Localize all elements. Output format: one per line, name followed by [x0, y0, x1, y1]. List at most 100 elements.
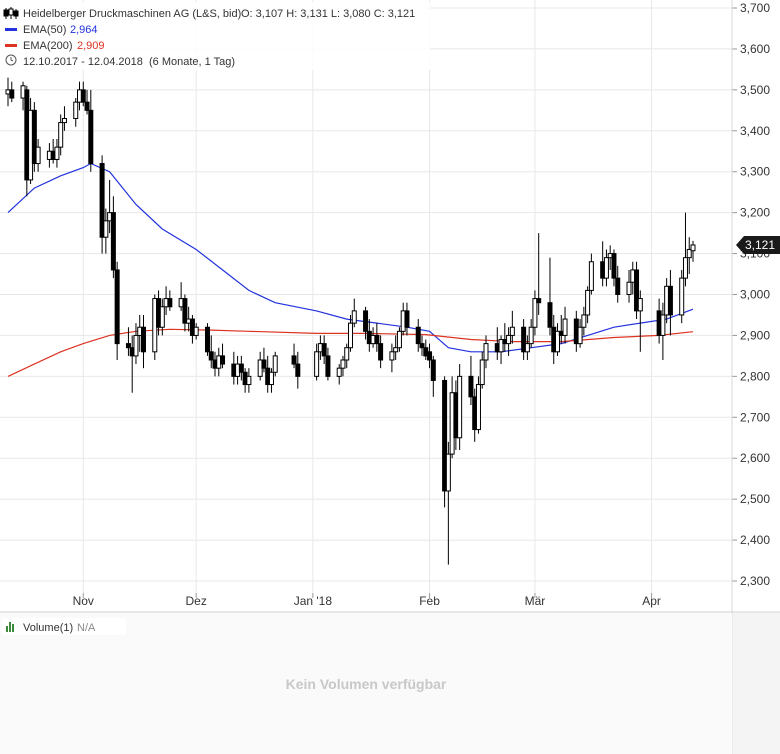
legend-ema200-label: EMA(200) [23, 40, 73, 52]
candle [31, 102, 37, 172]
x-tick-label: Jan '18 [294, 594, 333, 608]
candle [9, 81, 15, 103]
candle [133, 323, 139, 365]
candle [58, 114, 64, 156]
candle-body [295, 363, 301, 377]
candle [35, 138, 41, 172]
candle-body [84, 101, 90, 111]
last-price-tag: 3,121 [736, 235, 780, 254]
candle-body [611, 253, 617, 279]
candle-body [351, 310, 357, 324]
candle [340, 355, 346, 377]
candle [220, 343, 226, 369]
y-tick-label: 3,500 [740, 83, 770, 97]
candle [238, 355, 244, 381]
candle-body [404, 310, 410, 328]
candle-body [272, 355, 278, 373]
no-volume-message: Kein Volumen verfügbar [286, 676, 447, 692]
candle [603, 249, 609, 287]
candle-body [637, 298, 643, 312]
candle [99, 155, 105, 254]
candle [295, 351, 301, 389]
candle-body [99, 163, 105, 238]
volume-legend-background [2, 618, 126, 635]
candle-body [193, 326, 199, 336]
legend-period: 12.10.2017 - 12.04.2018 [23, 56, 143, 68]
candle [103, 208, 109, 254]
candle-body [547, 302, 553, 328]
candle-body [521, 326, 527, 353]
candle [442, 376, 448, 508]
candle [615, 265, 621, 303]
candle [686, 237, 692, 275]
candle [140, 314, 146, 369]
legend-period-detail: (6 Monate, 1 Tag) [149, 56, 235, 68]
candle [396, 327, 402, 352]
candle-body [445, 453, 451, 492]
candle [667, 269, 673, 336]
candle [88, 89, 94, 172]
candle [430, 355, 436, 397]
candle [532, 290, 538, 336]
clock-icon [5, 54, 17, 66]
candle-body [634, 269, 640, 312]
candle [73, 98, 79, 127]
candle [528, 319, 534, 348]
candle [506, 327, 512, 356]
candle-body [133, 334, 139, 357]
candle [577, 319, 583, 348]
candle-body [506, 334, 512, 345]
candle-body [167, 298, 173, 308]
y-tick-label: 2,800 [740, 369, 770, 383]
volume-legend: Volume(1) N/A [2, 618, 126, 635]
candle-body [268, 371, 274, 386]
candle [272, 351, 278, 377]
y-tick-label: 3,600 [740, 42, 770, 56]
y-tick-label: 3,300 [740, 165, 770, 179]
candle-body [686, 248, 692, 259]
candle [182, 294, 188, 332]
candle-body [374, 334, 380, 345]
candle [159, 298, 165, 336]
candle [690, 240, 696, 262]
candle [679, 269, 685, 324]
candle [204, 323, 210, 356]
candle [54, 138, 60, 168]
candle [61, 106, 67, 131]
candle-body [603, 257, 609, 279]
y-tick-label: 3,000 [740, 288, 770, 302]
candle [363, 306, 369, 340]
candle [509, 310, 515, 344]
volume-panel [0, 613, 732, 754]
candle [404, 302, 410, 336]
candle [389, 343, 395, 373]
candle-body [344, 347, 350, 361]
candle [208, 335, 214, 369]
candle-body [581, 314, 587, 328]
candle [246, 368, 252, 393]
candle [588, 253, 594, 295]
candle-body [393, 347, 399, 353]
candle [261, 347, 267, 373]
candle-body [442, 379, 448, 492]
candle-body [479, 359, 485, 386]
candle-body [291, 355, 297, 365]
candle-body [80, 89, 86, 103]
candle-body [140, 326, 146, 353]
candle [660, 302, 666, 360]
candle [483, 335, 489, 369]
candle [344, 343, 350, 369]
candle [351, 298, 357, 328]
candle [475, 376, 481, 434]
candle [325, 347, 331, 381]
candle-body [682, 257, 688, 279]
candle-body [9, 89, 15, 99]
candle [547, 257, 553, 336]
candle [585, 286, 591, 324]
candle [314, 343, 320, 381]
candle-body [615, 277, 621, 295]
candle [374, 323, 380, 352]
candle-body [61, 118, 67, 124]
candle [268, 368, 274, 393]
